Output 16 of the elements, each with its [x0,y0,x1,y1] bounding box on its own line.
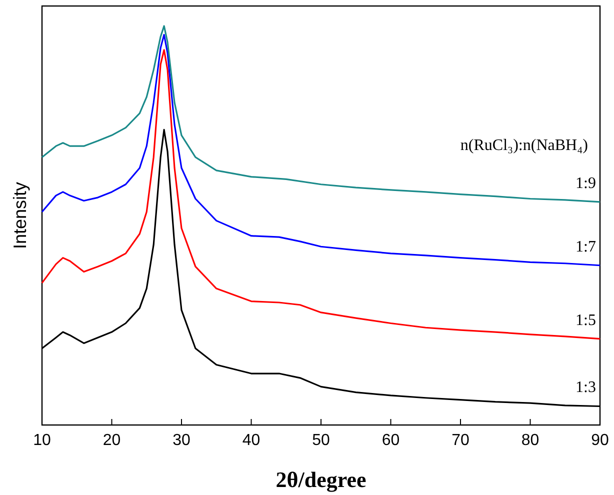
y-axis-title: Intensity [10,182,30,250]
x-tick-label: 40 [242,432,260,449]
series-label: 1:5 [576,312,596,329]
x-axis-title: 2θ/degree [276,467,366,492]
legend-title: n(RuCl₃):n(NaBH₄) [460,136,588,154]
series-label: 1:7 [576,238,596,256]
series-label: 1:3 [576,379,596,396]
x-tick-label: 20 [102,432,121,449]
x-tick-label: 30 [172,432,190,449]
x-tick-label: 70 [452,432,470,449]
x-tick-label: 10 [33,432,51,449]
x-tick-label: 80 [521,432,540,449]
x-tick-label: 50 [312,432,330,449]
x-tick-label: 60 [382,432,400,449]
series-label: 1:9 [576,174,596,192]
x-tick-label: 90 [591,432,609,449]
